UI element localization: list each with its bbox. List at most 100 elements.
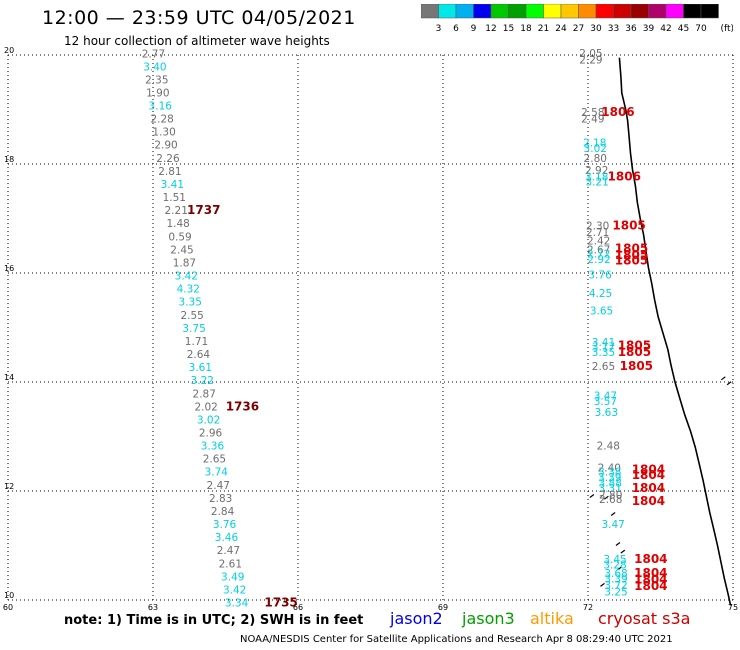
y-tick-label: 16 — [4, 264, 14, 273]
wave-height-value: 3.42 — [175, 271, 198, 283]
island — [726, 381, 732, 386]
wave-height-value: 3.41 — [161, 179, 184, 191]
credit-line: NOAA/NESDIS Center for Satellite Applica… — [240, 634, 673, 645]
legend-cryosat-s3a: cryosat s3a — [598, 609, 691, 628]
map-title: 12:00 — 23:59 UTC 04/05/2021 — [42, 7, 356, 29]
wave-height-value: 4.25 — [589, 288, 612, 300]
wave-height-value: 2.92 — [587, 254, 610, 266]
wave-height-value: 3.65 — [590, 305, 613, 317]
wave-height-value: 2.64 — [187, 349, 211, 361]
wave-height-value: 1.87 — [173, 257, 196, 269]
wave-height-value: 3.17 — [592, 341, 615, 353]
wave-height-value: 2.61 — [219, 558, 242, 570]
wave-height-value: 3.36 — [201, 441, 225, 453]
scale-label: 15 — [503, 24, 514, 34]
wave-height-value: 2.77 — [142, 49, 165, 61]
island — [615, 542, 621, 546]
scale-label: 21 — [538, 24, 549, 34]
scale-label: 18 — [520, 24, 532, 34]
wave-height-value: 2.18 — [583, 138, 606, 150]
x-tick-label: 63 — [148, 603, 158, 610]
wave-height-value: 2.48 — [597, 441, 620, 453]
wave-height-value: 3.35 — [592, 347, 615, 359]
wave-height-value: 3.38 — [598, 467, 621, 479]
wave-height-value: 2.05 — [579, 48, 602, 60]
wave-height-value: 2.49 — [581, 114, 604, 126]
wave-height-value: 3.21 — [585, 176, 608, 188]
wave-height-value: 3.39 — [604, 574, 627, 586]
scale-label: 33 — [608, 24, 619, 34]
wave-height-value: 2.90 — [154, 140, 177, 152]
wave-height-value: 3.39 — [598, 472, 621, 484]
wave-height-value: 3.45 — [603, 554, 626, 566]
scale-label: 24 — [555, 24, 567, 34]
wave-height-value: 2.71 — [586, 227, 609, 239]
scale-label: 27 — [573, 24, 584, 34]
pass-time-label: 1805 — [618, 338, 651, 352]
x-tick-label: 69 — [438, 603, 448, 610]
wave-height-value: 1.51 — [163, 192, 186, 204]
wave-height-value: 2.21 — [165, 205, 188, 217]
island — [600, 582, 605, 587]
island — [620, 549, 626, 554]
wave-height-value: 3.16 — [149, 101, 173, 113]
x-tick-label: 66 — [293, 603, 303, 610]
wave-height-value: 3.41 — [592, 337, 615, 349]
wave-height-value: 2.68 — [599, 494, 622, 506]
wave-height-value: 1.71 — [185, 336, 208, 348]
wave-height-value: 3.49 — [221, 571, 244, 583]
pass-time-label: 1804 — [634, 573, 667, 587]
wave-height-value: 3.25 — [604, 587, 627, 599]
color-scale-legend: 3 6 9 12 15 18 21 24 27 30 33 36 39 42 45 70 (ft) — [421, 4, 733, 34]
wave-height-value: 2.58 — [581, 107, 604, 119]
scale-label: 36 — [625, 24, 637, 34]
pass-time-label: 1805 — [618, 345, 651, 359]
y-tick-label: 18 — [4, 155, 14, 164]
wave-height-value: 2.28 — [150, 114, 173, 126]
scale-label: 9 — [471, 24, 477, 34]
wave-height-value: 2.87 — [193, 388, 216, 400]
pass-time-label: 1806 — [601, 105, 634, 119]
wave-height-value: 3.02 — [197, 414, 220, 426]
wave-height-value: 2.67 — [587, 244, 610, 256]
wave-height-value: 1.48 — [166, 218, 189, 230]
scale-label: 30 — [590, 24, 602, 34]
wave-height-value: 3.34 — [225, 598, 249, 610]
scale-label: 42 — [660, 24, 671, 34]
wave-height-value: 1.90 — [146, 87, 169, 99]
island — [604, 495, 609, 500]
pass-time-label: 1804 — [634, 552, 667, 566]
wave-height-value: 2.35 — [145, 74, 168, 86]
scale-label: 45 — [678, 24, 689, 34]
wave-height-value: 2.65 — [592, 361, 615, 373]
legend-jason3: jason3 — [462, 609, 515, 628]
wave-height-value: 2.65 — [203, 454, 226, 466]
wave-height-value: 3.47 — [594, 390, 617, 402]
wave-height-value: 2.83 — [209, 493, 232, 505]
wave-height-value: 2.45 — [170, 244, 193, 256]
wave-height-value: 3.28 — [603, 559, 626, 571]
pass-time-label: 1804 — [632, 468, 665, 482]
map-subtitle: 12 hour collection of altimeter wave hei… — [64, 34, 330, 48]
wave-height-value: 2.92 — [585, 165, 608, 177]
pass-time-label: 1804 — [632, 494, 665, 508]
pass-time-label: 1804 — [632, 463, 665, 477]
wave-height-value: 2.80 — [584, 153, 607, 165]
pass-time-label: 1804 — [634, 566, 667, 580]
wave-height-value: 2.26 — [156, 153, 180, 165]
pass-time-label: 1736 — [226, 399, 259, 413]
pass-time-label: 1804 — [634, 579, 667, 593]
island — [589, 494, 595, 499]
x-tick-label: 75 — [728, 603, 738, 610]
scale-swatch — [700, 4, 719, 19]
pass-time-label: 1806 — [608, 169, 641, 183]
pass-time-label: 1805 — [615, 248, 648, 262]
wave-height-value: 3.63 — [595, 407, 618, 419]
wave-height-value: 2.47 — [207, 480, 230, 492]
wave-height-value: 3.40 — [143, 61, 166, 73]
wave-height-value: 3.18 — [585, 171, 608, 183]
wave-height-value: 3.76 — [588, 269, 612, 281]
scale-label: 70 — [695, 24, 707, 34]
coastline — [618, 57, 732, 606]
wave-height-value: 2.84 — [211, 506, 235, 518]
